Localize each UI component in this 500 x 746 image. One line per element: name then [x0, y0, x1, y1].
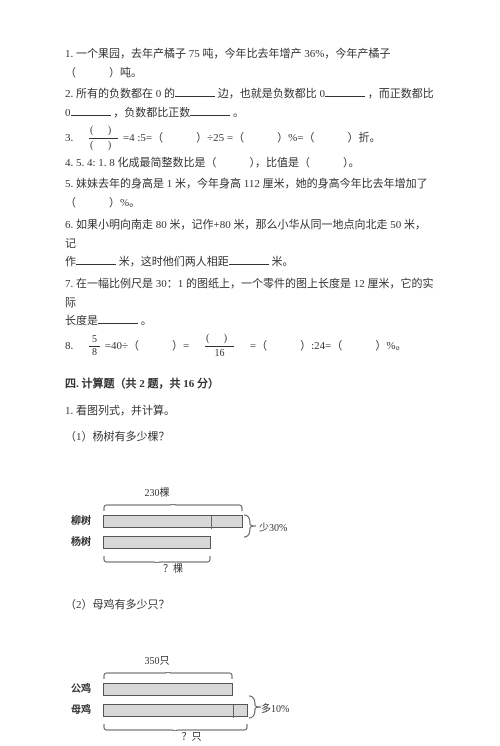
diagram1-label-yang: 杨树 — [71, 534, 103, 551]
q7-text-a: 7. 在一幅比例尺是 30：1 的图纸上，一个零件的图上长度是 12 厘米，它的… — [65, 278, 434, 309]
diagram1-bar1 — [103, 515, 243, 528]
diagram2-pct: 多10% — [261, 701, 289, 718]
diagram-2: 350只 公鸡 多10% 母鸡 ？只 — [71, 653, 435, 746]
blank-over-16: ( )16 — [205, 334, 234, 359]
diagram-1: 230棵 柳树 少30% 杨树 ？棵 — [71, 485, 435, 578]
q2-text-c: ，而正数都比 — [368, 88, 434, 100]
diagram2-bar2 — [103, 704, 248, 717]
q6-text-b: 作 — [65, 256, 76, 268]
blank — [175, 85, 215, 97]
question-7: 7. 在一幅比例尺是 30：1 的图纸上，一个零件的图上长度是 12 厘米，它的… — [65, 275, 435, 331]
blank — [76, 253, 116, 265]
problem-1: 1. 看图列式，并计算。 — [65, 402, 435, 421]
blank — [229, 253, 269, 265]
q6-text-d: 米。 — [272, 256, 294, 268]
q5-text-a: 5. 妹妹去年的身高是 1 米，今年身高 112 厘米，她的身高今年比去年增加了 — [65, 178, 428, 190]
diagram2-bar1 — [103, 683, 233, 696]
fraction-5-8: 58 — [89, 335, 100, 358]
diagram2-label-gong: 公鸡 — [71, 681, 103, 698]
q2-text-a: 2. 所有的负数都在 0 的 — [65, 88, 175, 100]
diagram1-top-label: 230棵 — [71, 485, 243, 502]
blank — [98, 312, 138, 324]
q6-text-c: 米，这时他们两人相距 — [119, 256, 229, 268]
blank — [190, 104, 230, 116]
q2-text-b: 边，也就是负数都比 0 — [218, 88, 325, 100]
q8-text-a: 8. — [65, 340, 84, 352]
q6-text-a: 6. 如果小明向南走 80 米，记作+80 米，那么小华从同一地点向北走 50 … — [65, 219, 426, 250]
q8-text-b: =40÷（ ）= — [105, 340, 200, 352]
diagram1-bar2 — [103, 536, 211, 549]
question-4: 4. 5. 4: 1. 8 化成最简整数比是（ ），比值是（ ）。 — [65, 154, 435, 173]
question-1: 1. 一个果园，去年产橘子 75 吨，今年比去年增产 36%，今年产橘子（ ）吨… — [65, 45, 435, 82]
q7-text-c: 。 — [141, 315, 152, 327]
q2-text-e: ，负数都比正数 — [113, 107, 190, 119]
problem-1-2: （2）母鸡有多少只？ — [65, 596, 435, 615]
q2-text-f: 。 — [233, 107, 244, 119]
diagram2-top-label: 350只 — [71, 653, 243, 670]
q3-text-b: =4 :5=（ ）÷25 =（ ）%=（ ）折。 — [123, 132, 381, 144]
diagram1-pct: 少30% — [259, 520, 287, 537]
q8-text-c: =（ ）:24=（ ）%。 — [239, 340, 407, 352]
problem-1-1: （1）杨树有多少棵？ — [65, 428, 435, 447]
diagram2-label-mu: 母鸡 — [71, 702, 103, 719]
question-6: 6. 如果小明向南走 80 米，记作+80 米，那么小华从同一地点向北走 50 … — [65, 216, 435, 272]
q7-text-b: 长度是 — [65, 315, 98, 327]
question-3: 3. ( )( ) =4 :5=（ ）÷25 =（ ）%=（ ）折。 — [65, 126, 435, 151]
blank — [325, 85, 365, 97]
blank — [71, 104, 111, 116]
q5-text-b: （ ）%。 — [65, 197, 140, 209]
section-4-title: 四. 计算题（共 2 题，共 16 分） — [65, 375, 435, 394]
question-8: 8. 58 =40÷（ ）= ( )16 =（ ）:24=（ ）%。 — [65, 334, 435, 359]
diagram1-q-label: ？棵 — [103, 561, 243, 578]
question-2: 2. 所有的负数都在 0 的 边，也就是负数都比 0 ，而正数都比 0 ，负数都… — [65, 85, 435, 122]
q3-text-a: 3. — [65, 132, 84, 144]
blank-fraction: ( )( ) — [89, 126, 118, 151]
question-5: 5. 妹妹去年的身高是 1 米，今年身高 112 厘米，她的身高今年比去年增加了… — [65, 175, 435, 212]
diagram2-q-label: ？只 — [103, 729, 280, 746]
diagram1-label-liu: 柳树 — [71, 513, 103, 530]
